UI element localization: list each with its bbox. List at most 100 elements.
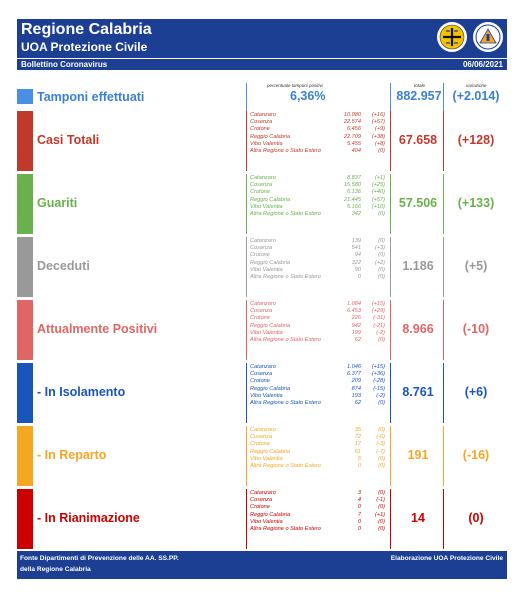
bulletin-frame: Regione Calabria UOA Protezione Civile B… (17, 19, 507, 579)
province-value: 0 (357, 504, 361, 511)
province-value: 62 (354, 400, 361, 407)
province-delta: (0) (378, 463, 385, 470)
province-row: Altra Regione o Stato Estero 404 (0) (250, 148, 385, 155)
province-value: 209 (351, 378, 361, 385)
province-row: Reggio Calabria 942 (-21) (250, 323, 385, 330)
province-name: Catanzaro (250, 364, 276, 370)
divider (443, 426, 444, 486)
province-row: Altra Regione o Stato Estero 0 (0) (250, 463, 385, 470)
province-value: 61 (354, 448, 361, 455)
province-delta: (-2) (376, 392, 385, 399)
row-color-bar (17, 174, 33, 234)
province-delta: (0) (378, 427, 385, 433)
province-delta: (0) (378, 266, 385, 273)
province-delta: (0) (378, 274, 385, 281)
divider (246, 237, 247, 297)
pct-value: 6,36% (290, 89, 326, 103)
province-row: Altra Regione o Stato Estero 0 (0) (250, 526, 385, 533)
province-value: 0 (357, 463, 361, 470)
province-value: 17 (354, 441, 361, 448)
province-value: 94 (354, 252, 361, 259)
province-delta: (-21) (373, 322, 385, 329)
row-guariti: Guariti Catanzaro 8.837 (+1) Cosenza 15.580 (+… (17, 174, 507, 234)
province-value: 6 (357, 455, 361, 462)
province-value: 0 (357, 526, 361, 533)
province-delta: (0) (378, 400, 385, 407)
province-delta: (+25) (371, 182, 385, 189)
province-name: Crotone (250, 378, 270, 385)
province-row: Catanzaro 139 (0) (250, 238, 385, 245)
row-deceduti: Deceduti Catanzaro 139 (0) Cosenza 541 (+3) Cro… (17, 237, 507, 297)
province-delta: (+15) (371, 364, 385, 370)
province-delta: (+40) (371, 189, 385, 196)
province-value: 226 (351, 315, 361, 322)
divider (390, 426, 391, 486)
divider (390, 111, 391, 171)
province-name: Altra Regione o Stato Estero (250, 148, 321, 155)
province-row: Cosenza 6.377 (+36) (250, 371, 385, 378)
province-list: Catanzaro 10.080 (+16) Cosenza 22.574 (+57) Cr… (250, 112, 385, 155)
province-value: 1.084 (347, 301, 361, 307)
province-value: 6.453 (347, 308, 361, 315)
province-value: 22.709 (343, 133, 361, 140)
province-row: Crotone 17 (-3) (250, 441, 385, 448)
row-total: 14 (411, 511, 425, 525)
province-name: Altra Regione o Stato Estero (250, 400, 321, 407)
divider (246, 426, 247, 486)
row-total: 8.761 (402, 385, 434, 399)
row-label: - In Isolamento (37, 385, 126, 399)
pct-caption: percentuale tamponi positivi (267, 83, 323, 88)
province-row: Crotone 209 (-28) (250, 378, 385, 385)
province-row: Catanzaro 3 (0) (250, 490, 385, 497)
province-value: 8.837 (347, 175, 361, 181)
divider (443, 300, 444, 360)
province-value: 15.580 (343, 182, 361, 189)
row-variation: (-10) (462, 322, 490, 336)
province-row: Reggio Calabria 874 (-15) (250, 386, 385, 393)
row-color-bar (17, 237, 33, 297)
province-row: Reggio Calabria 7 (+1) (250, 512, 385, 519)
row-casi: Casi Totali Catanzaro 10.080 (+16) Cosenza 22… (17, 111, 507, 171)
province-value: 6.136 (347, 189, 361, 196)
province-delta: (0) (378, 455, 385, 462)
subheader: Bollettino Coronavirus 06/06/2021 (17, 58, 507, 70)
province-list: Catanzaro 3 (0) Cosenza 4 (-1) Crotone 0 (0) Regg… (250, 490, 385, 533)
province-value: 7 (357, 511, 361, 518)
province-value: 6.456 (347, 126, 361, 133)
province-name: Crotone (250, 252, 270, 259)
row-reparto: - In Reparto Catanzaro 35 (0) Cosenza 72 (-6) C… (17, 426, 507, 486)
province-delta: (0) (378, 211, 385, 218)
province-row: Catanzaro 35 (0) (250, 427, 385, 434)
footer: Fonte Dipartimenti di Prevenzione delle … (17, 551, 507, 579)
province-row: Cosenza 541 (+3) (250, 245, 385, 252)
province-value: 942 (351, 322, 361, 329)
province-delta: (+2) (374, 259, 385, 266)
province-row: Altra Regione o Stato Estero 62 (0) (250, 400, 385, 407)
province-row: Crotone 6.136 (+40) (250, 189, 385, 196)
province-delta: (0) (378, 518, 385, 525)
province-delta: (-31) (373, 315, 385, 322)
province-name: Vibo Valentia (250, 140, 283, 147)
row-color-bar (17, 300, 33, 360)
province-delta: (-15) (373, 385, 385, 392)
divider (246, 489, 247, 549)
footer-credit: Elaborazione UOA Protezione Civile (390, 555, 503, 562)
province-value: 193 (351, 392, 361, 399)
province-delta: (-2) (376, 329, 385, 336)
tamponi-label: Tamponi effettuati (37, 90, 145, 104)
province-name: Altra Regione o Stato Estero (250, 337, 321, 344)
divider (443, 174, 444, 234)
row-variation: (+5) (464, 259, 488, 273)
row-total: 57.506 (398, 196, 438, 210)
province-delta: (+57) (371, 119, 385, 126)
province-row: Cosenza 4 (-1) (250, 497, 385, 504)
province-name: Reggio Calabria (250, 322, 291, 329)
divider (246, 363, 247, 423)
province-row: Reggio Calabria 22.709 (+38) (250, 134, 385, 141)
row-label: Deceduti (37, 259, 90, 273)
province-value: 404 (351, 148, 361, 155)
province-name: Cosenza (250, 497, 273, 504)
province-name: Reggio Calabria (250, 196, 291, 203)
province-name: Cosenza (250, 308, 273, 315)
province-value: 10.080 (343, 112, 361, 118)
